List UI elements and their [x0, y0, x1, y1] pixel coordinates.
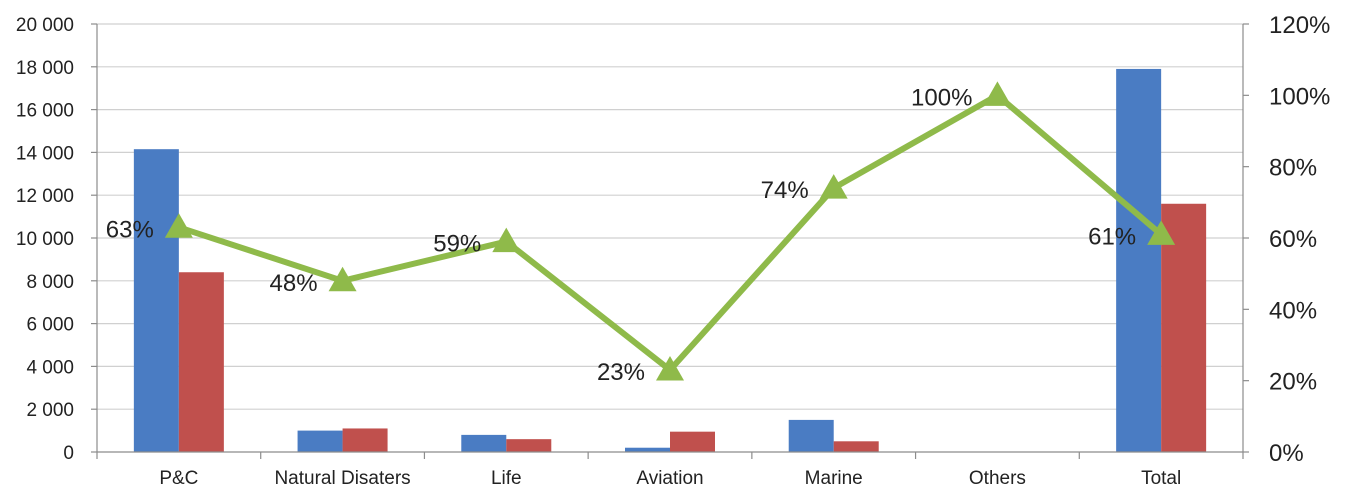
right-tick-label-0: 0%: [1269, 440, 1304, 467]
bar-s2-1: [342, 428, 388, 452]
line-series-group: [164, 81, 1176, 381]
left-tick-label-0: 0: [63, 443, 74, 464]
right-tick-label-3: 60%: [1269, 226, 1317, 253]
left-tick-label-3: 6 000: [26, 315, 74, 336]
line-marker-4: [819, 174, 848, 199]
left-tick-label-7: 14 000: [16, 143, 74, 164]
category-label-5: Others: [969, 468, 1026, 489]
gridlines: [97, 23, 1243, 410]
right-tick-label-4: 80%: [1269, 155, 1317, 182]
data-label-3: 23%: [597, 359, 645, 386]
bar-s1-6: [1116, 68, 1162, 452]
category-label-3: Aviation: [636, 468, 703, 489]
data-label-6: 61%: [1088, 223, 1136, 250]
data-labels: 63% 48% 59% 23% 74% 100% 61%: [106, 84, 1136, 386]
bar-s2-3: [670, 431, 715, 452]
category-axis-labels: P&C Natural Disaters Life Aviation Marine Oth…: [159, 468, 1181, 489]
category-label-2: Life: [491, 468, 522, 489]
right-tick-label-6: 120%: [1269, 12, 1330, 39]
category-label-6: Total: [1141, 468, 1181, 489]
left-tick-label-1: 2 000: [26, 400, 74, 421]
left-tick-label-5: 10 000: [16, 229, 74, 250]
bar-s2-6: [1161, 203, 1207, 452]
line-marker-3: [656, 355, 684, 381]
category-label-1: Natural Disaters: [274, 468, 410, 489]
bar-s1-3: [625, 447, 670, 452]
right-axis-ticks: 0% 20% 40% 60% 80% 100% 120%: [1269, 12, 1330, 467]
data-label-0: 63%: [106, 216, 154, 243]
axes: [91, 23, 1249, 459]
bar-s2-4: [833, 441, 879, 452]
right-tick-label-2: 40%: [1269, 297, 1317, 324]
bar-series-group: [133, 68, 1207, 452]
left-tick-label-10: 20 000: [16, 15, 74, 36]
bar-s1-1: [297, 430, 343, 452]
bar-s2-0: [178, 272, 224, 452]
bar-s1-2: [461, 434, 507, 452]
left-axis-ticks: 0 2 000 4 000 6 000 8 000 10 000 12 000 14 000 1…: [16, 15, 74, 464]
line-marker-0: [164, 213, 193, 238]
data-label-2: 59%: [433, 231, 481, 258]
left-tick-label-2: 4 000: [26, 357, 74, 378]
right-tick-label-1: 20%: [1269, 369, 1317, 396]
left-tick-label-9: 18 000: [16, 58, 74, 79]
line-marker-6: [1147, 220, 1176, 245]
category-label-4: Marine: [805, 468, 863, 489]
left-tick-label-4: 8 000: [26, 272, 74, 293]
data-label-4: 74%: [761, 177, 809, 204]
line-series: [177, 92, 1164, 373]
bar-s2-2: [506, 439, 552, 452]
data-label-5: 100%: [911, 84, 972, 111]
line-marker-1: [328, 266, 357, 292]
left-tick-label-8: 16 000: [16, 101, 74, 122]
right-tick-label-5: 100%: [1269, 83, 1330, 110]
data-label-1: 48%: [270, 270, 318, 297]
line-marker-2: [492, 227, 521, 253]
category-label-0: P&C: [159, 468, 198, 489]
bar-s1-0: [133, 149, 179, 452]
bar-s1-4: [788, 419, 834, 452]
left-tick-label-6: 12 000: [16, 186, 74, 207]
line-marker-5: [983, 81, 1012, 106]
